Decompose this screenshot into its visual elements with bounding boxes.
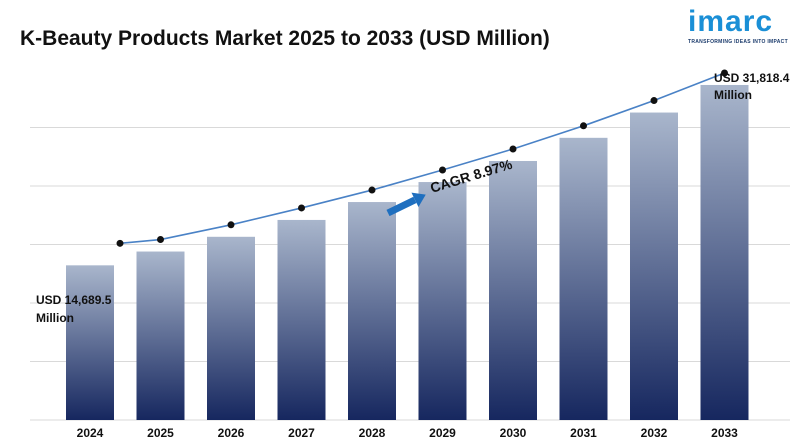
trend-point-2028 bbox=[368, 186, 376, 194]
trend-point-2024 bbox=[116, 239, 124, 247]
trend-point-2027 bbox=[298, 204, 305, 212]
logo-tagline: TRANSFORMING IDEAS INTO IMPACT bbox=[688, 39, 788, 45]
trend-polyline bbox=[119, 72, 725, 245]
x-tick-label: 2029 bbox=[429, 426, 456, 440]
x-tick-label: 2031 bbox=[570, 426, 597, 440]
trend-point-2026 bbox=[227, 221, 235, 229]
trend-point-2025 bbox=[157, 236, 164, 244]
trend-point-2030 bbox=[509, 145, 517, 153]
bar-2024 bbox=[66, 265, 114, 420]
start-value-label: USD 14,689.5 bbox=[36, 293, 112, 307]
start-unit-label: Million bbox=[36, 311, 74, 325]
logo-wordmark: imarc bbox=[688, 5, 774, 38]
bar-2031 bbox=[559, 137, 608, 420]
bar-2029 bbox=[418, 182, 467, 420]
x-tick-label: 2032 bbox=[641, 426, 668, 440]
x-axis-ticks: 2024 2025 2026 2027 2028 2029 2030 2031 2032 2033 bbox=[77, 426, 739, 440]
x-tick-label: 2026 bbox=[218, 426, 245, 440]
bar-2033 bbox=[700, 84, 749, 421]
cagr-arrow bbox=[386, 192, 426, 217]
bar-2028 bbox=[348, 202, 396, 420]
x-tick-label: 2027 bbox=[288, 426, 315, 440]
imarc-logo: imarc TRANSFORMING IDEAS INTO IMPACT bbox=[688, 5, 788, 46]
x-tick-label: 2025 bbox=[147, 426, 174, 440]
trend-point-2033 bbox=[721, 69, 728, 77]
bars bbox=[66, 84, 749, 421]
bar-2026 bbox=[207, 236, 255, 420]
end-value-label: USD 31,818.4 bbox=[714, 71, 790, 85]
x-tick-label: 2024 bbox=[77, 426, 104, 440]
trend-line bbox=[116, 69, 728, 247]
trend-point-2031 bbox=[580, 122, 587, 130]
trend-point-2032 bbox=[650, 97, 658, 105]
x-tick-label: 2028 bbox=[359, 426, 386, 440]
end-unit-label: Million bbox=[714, 88, 752, 102]
x-tick-label: 2030 bbox=[500, 426, 527, 440]
chart-title: K-Beauty Products Market 2025 to 2033 (U… bbox=[20, 27, 550, 50]
bar-2027 bbox=[277, 219, 326, 420]
bar-2025 bbox=[136, 251, 185, 420]
trend-point-2029 bbox=[439, 166, 446, 174]
x-tick-label: 2033 bbox=[711, 426, 738, 440]
bar-2030 bbox=[489, 160, 537, 420]
bar-2032 bbox=[630, 112, 678, 421]
